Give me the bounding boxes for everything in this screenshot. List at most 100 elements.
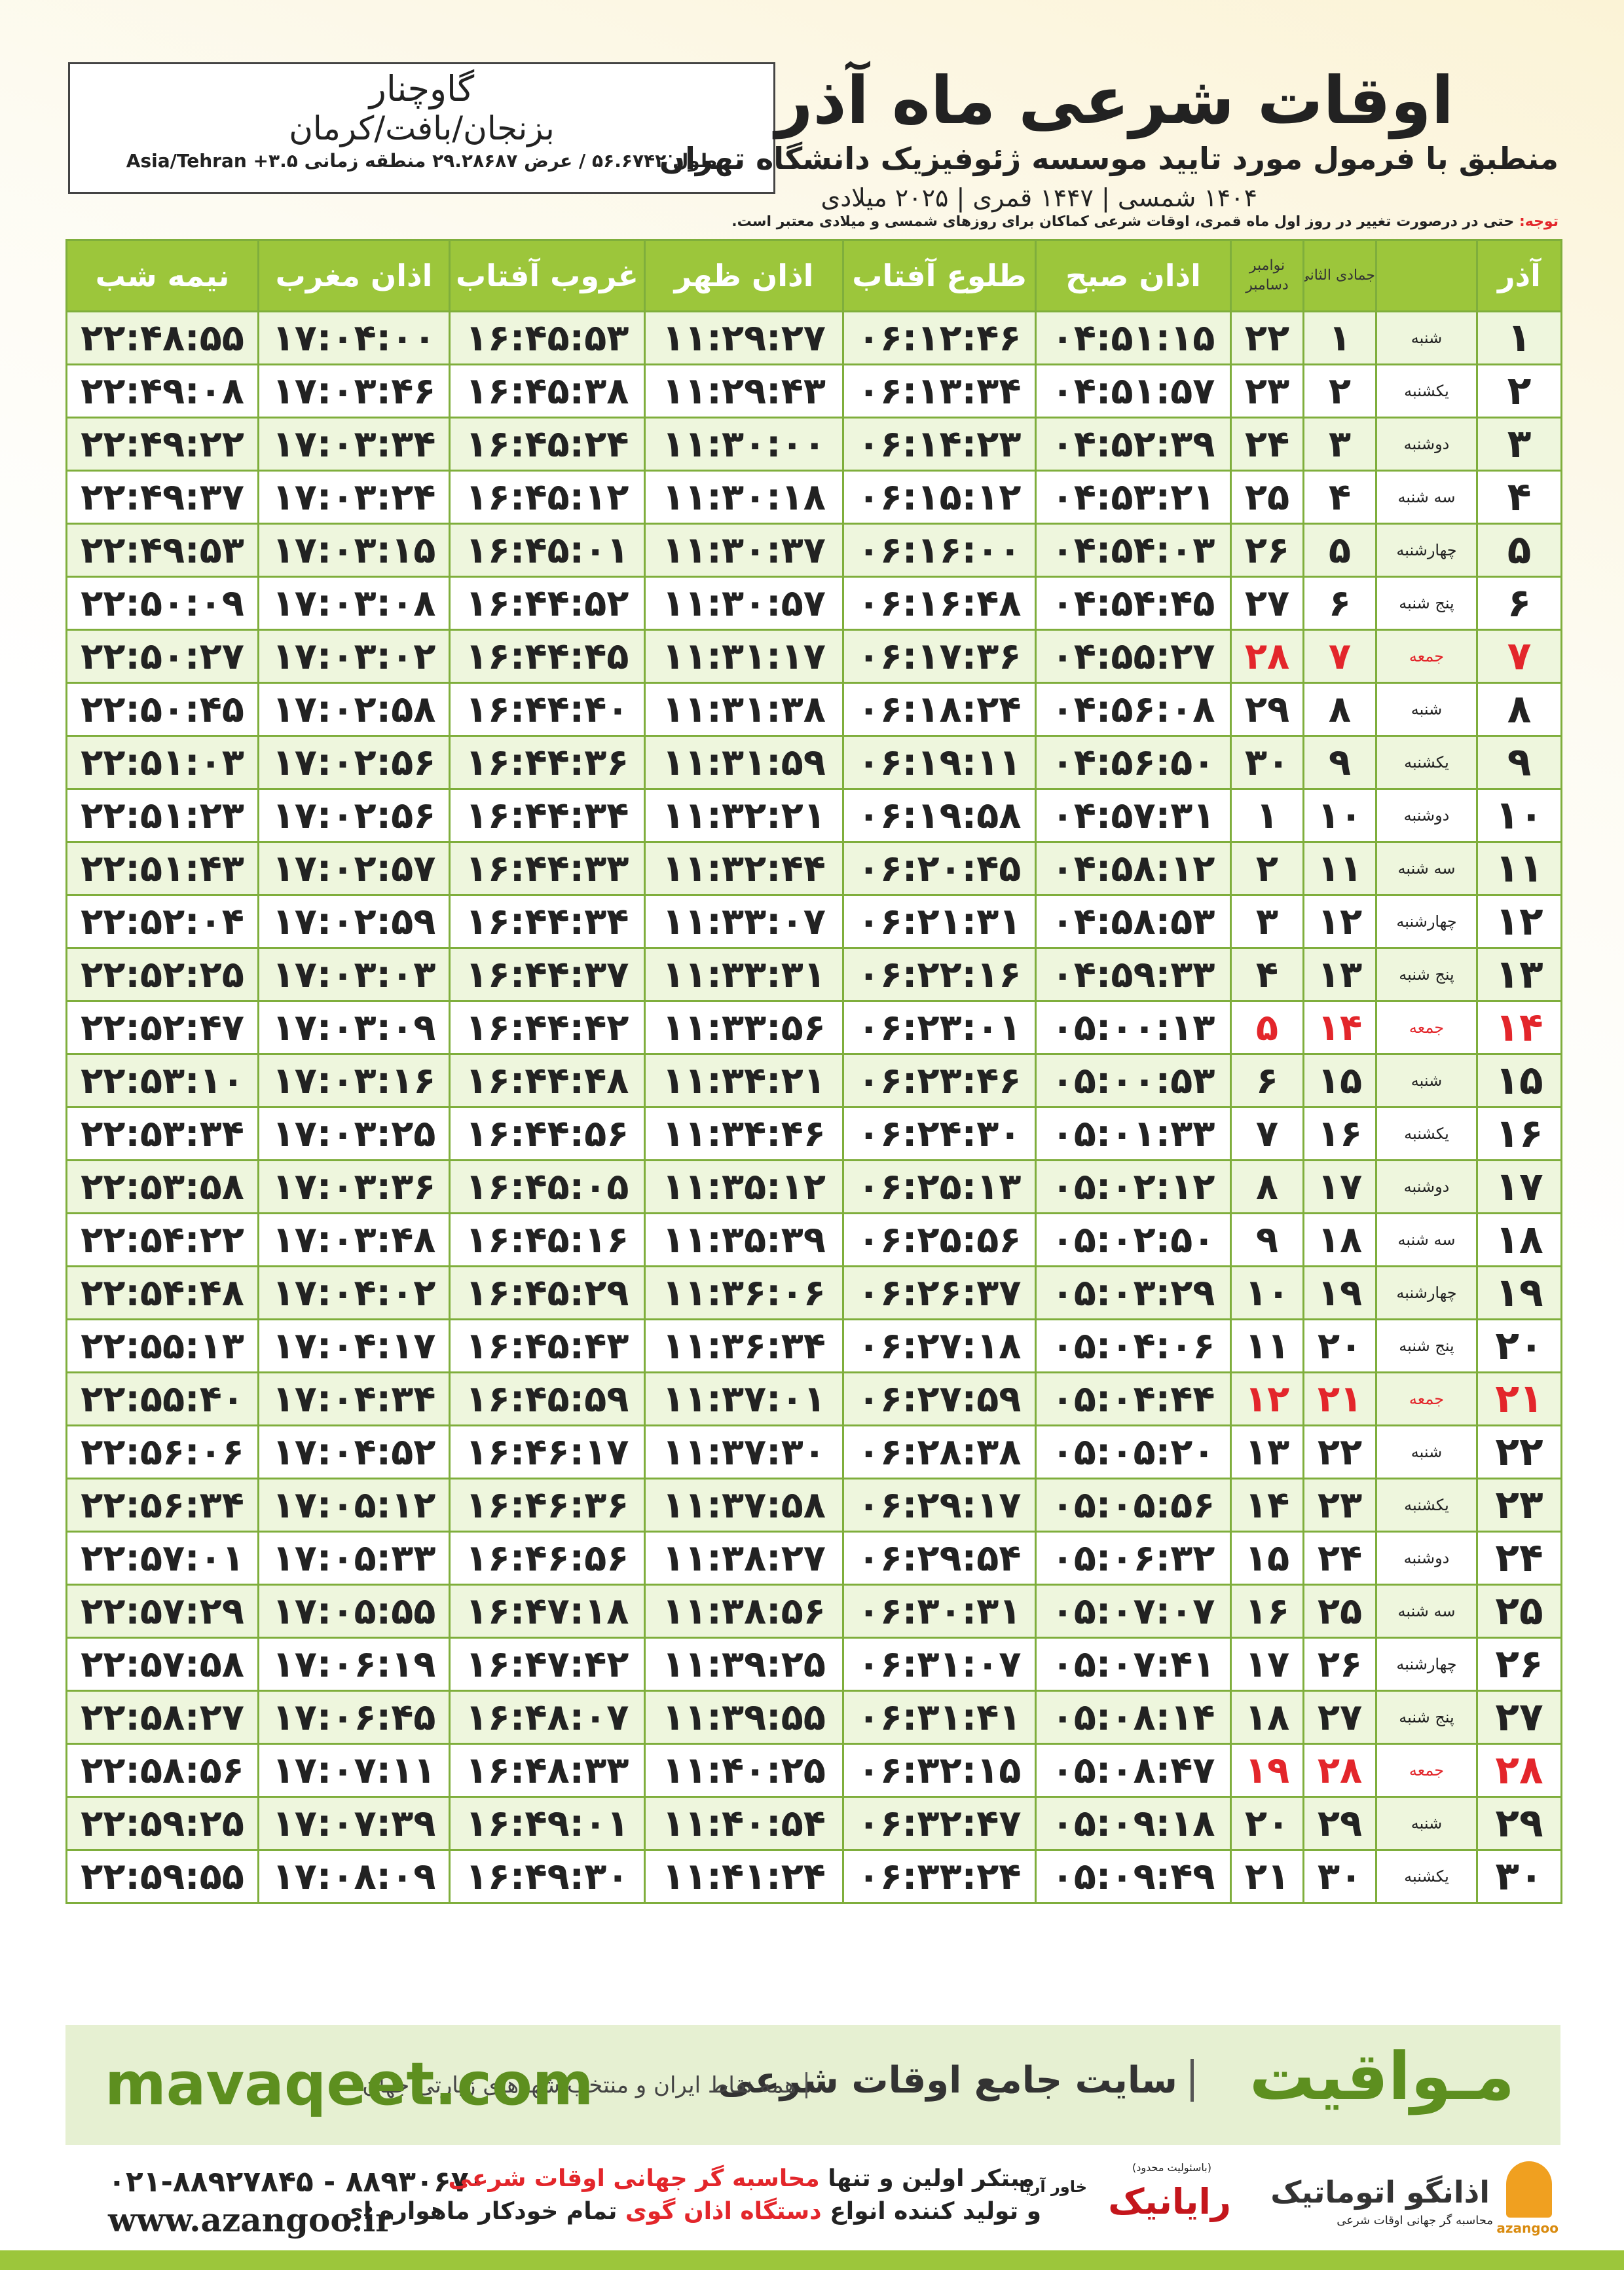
time-cell: ۰۶:۱۴:۲۳ xyxy=(842,417,1037,472)
time-cell: ۰۶:۱۷:۳۶ xyxy=(842,629,1037,684)
time-cell: ۱۷:۰۴:۳۴ xyxy=(257,1371,451,1426)
time-cell: ۱۷:۰۴:۰۰ xyxy=(257,310,451,365)
time-cell: ۰۵:۰۷:۴۱ xyxy=(1035,1637,1232,1692)
date-cell: ۶ xyxy=(1476,576,1562,631)
day-row: ۱۴ جمعه ۱۴ ۵ ۰۵:۰۰:۱۳ ۰۶:۲۳:۰۱ ۱۱:۳۳:۵۶ ۱۶:۴۴:۴… xyxy=(65,1000,1562,1055)
time-cell: ۰۵:۰۸:۴۷ xyxy=(1035,1743,1232,1798)
time-cell: ۱۱:۳۱:۱۷ xyxy=(644,629,844,684)
day-row: ۲۶ چهارشنبه ۲۶ ۱۷ ۰۵:۰۷:۴۱ ۰۶:۳۱:۰۷ ۱۱:۳۹:۲۵ ۱۶… xyxy=(65,1637,1562,1692)
time-cell: ۱۱:۳۰:۰۰ xyxy=(644,417,844,472)
time-cell: ۰۵:۰۶:۳۲ xyxy=(1035,1531,1232,1586)
time-cell: ۱۱:۳۵:۳۹ xyxy=(644,1212,844,1267)
time-cell: ۱۱:۳۶:۰۶ xyxy=(644,1265,844,1320)
time-cell: ۱۶:۴۴:۳۴ xyxy=(449,894,646,949)
day-row: ۱۵ شنبه ۱۵ ۶ ۰۵:۰۰:۵۳ ۰۶:۲۳:۴۶ ۱۱:۳۴:۲۱ ۱۶:۴۴:۴… xyxy=(65,1053,1562,1108)
time-cell: ۱۷:۰۳:۳۶ xyxy=(257,1159,451,1214)
location-box: گاوچنار بزنجان/بافت/کرمان طول ۵۶.۶۷۴۲ / … xyxy=(68,62,775,194)
date-cell: ۹ xyxy=(1476,735,1562,790)
day-row: ۱ شنبه ۱ ۲۲ ۰۴:۵۱:۱۵ ۰۶:۱۲:۴۶ ۱۱:۲۹:۲۷ ۱۶:۴۵:۵۳… xyxy=(65,310,1562,365)
time-cell: ۱۷:۰۲:۵۹ xyxy=(257,894,451,949)
date-cell: ۲۴ xyxy=(1230,417,1304,472)
column-header: نوامبر xyxy=(1249,257,1285,274)
time-cell: ۱۶:۴۴:۵۲ xyxy=(449,576,646,631)
time-cell: ۰۴:۵۶:۰۸ xyxy=(1035,682,1232,737)
time-cell: ۰۵:۰۴:۰۶ xyxy=(1035,1318,1232,1373)
time-cell: ۱۱:۳۳:۵۶ xyxy=(644,1000,844,1055)
date-cell: ۲۵ xyxy=(1476,1584,1562,1639)
date-cell: ۶ xyxy=(1230,1053,1304,1108)
column-header: اذان ظهر xyxy=(644,239,844,312)
time-cell: ۱۷:۰۶:۱۹ xyxy=(257,1637,451,1692)
date-cell: ۲۳ xyxy=(1302,1478,1377,1533)
highlight: محاسبه گر جهانی اوقات شرعی xyxy=(448,2165,820,2192)
weekday: پنج شنبه xyxy=(1375,576,1478,631)
time-cell: ۱۱:۳۷:۰۱ xyxy=(644,1371,844,1426)
weekday: جمعه xyxy=(1375,629,1478,684)
time-cell: ۱۶:۴۵:۴۳ xyxy=(449,1318,646,1373)
website[interactable]: www.azangoo.ir xyxy=(108,2201,393,2239)
subtitle: منطبق با فرمول مورد تایید موسسه ژئوفیزیک… xyxy=(659,141,1559,176)
note-label: توجه: xyxy=(1519,214,1559,230)
time-cell: ۱۷:۰۴:۱۷ xyxy=(257,1318,451,1373)
date-cell: ۲۸ xyxy=(1230,629,1304,684)
highlight: دستگاه اذان گوی xyxy=(625,2198,822,2225)
date-cell: ۲۷ xyxy=(1230,576,1304,631)
time-cell: ۱۷:۰۲:۵۸ xyxy=(257,682,451,737)
banner-url[interactable]: mavaqeet.com xyxy=(105,2050,594,2119)
time-cell: ۰۶:۳۲:۱۵ xyxy=(842,1743,1037,1798)
date-cell: ۱۰ xyxy=(1230,1265,1304,1320)
time-cell: ۰۶:۲۴:۳۰ xyxy=(842,1106,1037,1161)
day-row: ۱۹ چهارشنبه ۱۹ ۱۰ ۰۵:۰۳:۲۹ ۰۶:۲۶:۳۷ ۱۱:۳۶:۰۶ ۱۶… xyxy=(65,1265,1562,1320)
time-cell: ۰۵:۰۰:۵۳ xyxy=(1035,1053,1232,1108)
date-cell: ۳ xyxy=(1230,894,1304,949)
time-cell: ۰۶:۱۹:۱۱ xyxy=(842,735,1037,790)
time-cell: ۱۶:۴۵:۵۳ xyxy=(449,310,646,365)
note: توجه: حتی در درصورت تغییر در روز اول ماه… xyxy=(731,214,1559,230)
time-cell: ۱۱:۳۸:۵۶ xyxy=(644,1584,844,1639)
time-cell: ۱۷:۰۳:۴۸ xyxy=(257,1212,451,1267)
time-cell: ۲۲:۵۰:۲۷ xyxy=(65,629,259,684)
date-cell: ۱۳ xyxy=(1302,947,1377,1002)
time-cell: ۲۲:۵۱:۴۳ xyxy=(65,841,259,896)
time-cell: ۲۲:۵۲:۲۵ xyxy=(65,947,259,1002)
time-cell: ۱۶:۴۵:۱۶ xyxy=(449,1212,646,1267)
time-cell: ۰۶:۲۲:۱۶ xyxy=(842,947,1037,1002)
time-cell: ۱۱:۳۰:۳۷ xyxy=(644,523,844,578)
time-cell: ۲۲:۵۵:۴۰ xyxy=(65,1371,259,1426)
time-cell: ۰۶:۱۵:۱۲ xyxy=(842,470,1037,525)
time-cell: ۱۱:۳۲:۴۴ xyxy=(644,841,844,896)
weekday: جمعه xyxy=(1375,1371,1478,1426)
time-cell: ۲۲:۵۲:۴۷ xyxy=(65,1000,259,1055)
date-cell: ۱۸ xyxy=(1476,1212,1562,1267)
logo-tagline: محاسبه گر جهانی اوقات شرعی xyxy=(1337,2214,1493,2227)
time-cell: ۲۲:۴۸:۵۵ xyxy=(65,310,259,365)
footer-line: مبتکر اولین و تنها محاسبه گر جهانی اوقات… xyxy=(449,2165,1035,2192)
date-cell: ۱۶ xyxy=(1476,1106,1562,1161)
time-cell: ۱۶:۴۴:۳۶ xyxy=(449,735,646,790)
time-cell: ۱۷:۰۸:۰۹ xyxy=(257,1849,451,1904)
time-cell: ۲۲:۵۹:۲۵ xyxy=(65,1796,259,1851)
logo-rayanik: رایانیک xyxy=(1108,2181,1231,2222)
date-cell: ۶ xyxy=(1302,576,1377,631)
day-row: ۲۲ شنبه ۲۲ ۱۳ ۰۵:۰۵:۲۰ ۰۶:۲۸:۳۸ ۱۱:۳۷:۳۰ ۱۶:۴۶:… xyxy=(65,1424,1562,1479)
date-cell: ۲۱ xyxy=(1476,1371,1562,1426)
time-cell: ۰۶:۲۰:۴۵ xyxy=(842,841,1037,896)
date-cell: ۱ xyxy=(1302,310,1377,365)
date-cell: ۱۷ xyxy=(1302,1159,1377,1214)
day-row: ۴ سه شنبه ۴ ۲۵ ۰۴:۵۳:۲۱ ۰۶:۱۵:۱۲ ۱۱:۳۰:۱۸ ۱۶:۴۵… xyxy=(65,470,1562,525)
time-cell: ۰۶:۲۵:۱۳ xyxy=(842,1159,1037,1214)
time-cell: ۱۷:۰۳:۲۵ xyxy=(257,1106,451,1161)
time-cell: ۱۱:۴۰:۵۴ xyxy=(644,1796,844,1851)
time-cell: ۱۶:۴۶:۱۷ xyxy=(449,1424,646,1479)
date-cell: ۷ xyxy=(1230,1106,1304,1161)
phone: ۰۲۱-۸۸۹۲۷۸۴۵ - ۸۸۹۳۰۶۷۰ xyxy=(108,2165,487,2199)
weekday: سه شنبه xyxy=(1375,841,1478,896)
time-cell: ۰۵:۰۰:۱۳ xyxy=(1035,1000,1232,1055)
day-row: ۱۳ پنج شنبه ۱۳ ۴ ۰۴:۵۹:۳۳ ۰۶:۲۲:۱۶ ۱۱:۳۳:۳۱ ۱۶:… xyxy=(65,947,1562,1002)
date-cell: ۴ xyxy=(1230,947,1304,1002)
day-row: ۷ جمعه ۷ ۲۸ ۰۴:۵۵:۲۷ ۰۶:۱۷:۳۶ ۱۱:۳۱:۱۷ ۱۶:۴۴:۴۵… xyxy=(65,629,1562,684)
time-cell: ۱۷:۰۵:۵۵ xyxy=(257,1584,451,1639)
time-cell: ۱۱:۴۰:۲۵ xyxy=(644,1743,844,1798)
column-header: نوامبر دسامبر xyxy=(1230,239,1304,312)
